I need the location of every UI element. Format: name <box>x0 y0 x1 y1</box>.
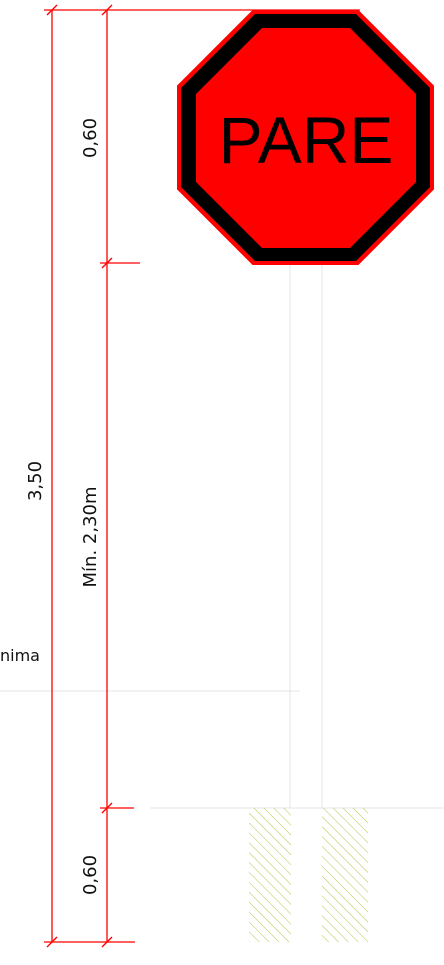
footing-right <box>322 808 368 942</box>
dimension-min-label: Mín. 2,30m <box>80 487 101 588</box>
dimension-total-label: 3,50 <box>25 461 46 501</box>
dimension-lines <box>44 4 360 948</box>
footing-left <box>249 808 291 942</box>
dimension-top-label: 0,60 <box>80 118 101 158</box>
construction-lines <box>0 262 444 809</box>
stop-sign-face <box>196 28 416 248</box>
side-partial-label: nima <box>0 646 40 665</box>
stop-sign: PARE <box>177 10 434 265</box>
post-footings <box>249 808 368 942</box>
dimension-bottom-label: 0,60 <box>80 855 101 895</box>
stop-sign-text: PARE <box>219 103 394 177</box>
